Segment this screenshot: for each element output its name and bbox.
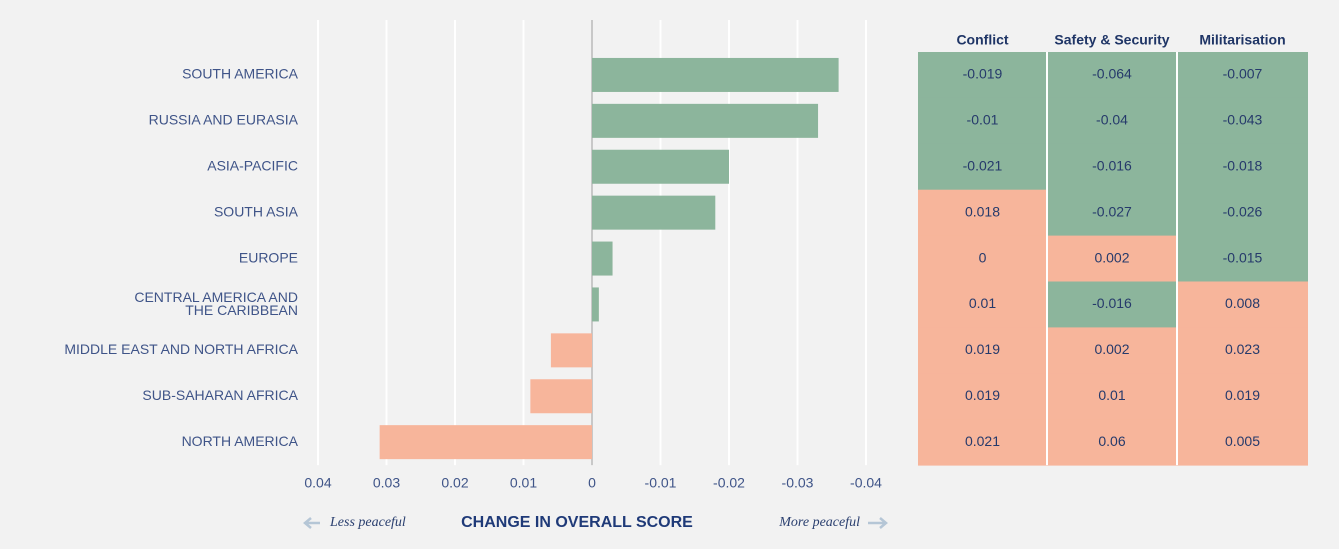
category-label: EUROPE <box>239 249 298 265</box>
cell-value: 0.018 <box>965 203 1000 219</box>
table-cell <box>1177 327 1308 374</box>
table-cell <box>918 327 1047 374</box>
cell-value: 0.019 <box>1225 387 1260 403</box>
column-header: Militarisation <box>1199 32 1285 48</box>
table-cell <box>1177 52 1308 99</box>
right-arrow <box>868 517 888 529</box>
x-tick-label: -0.04 <box>850 475 882 491</box>
table-cell <box>918 373 1047 420</box>
x-tick-label: -0.03 <box>782 475 814 491</box>
cell-value: -0.027 <box>1092 203 1132 219</box>
cell-value: -0.04 <box>1096 112 1128 128</box>
cell-value: 0.01 <box>1098 387 1125 403</box>
bar <box>592 149 729 184</box>
table-cell <box>1177 189 1308 237</box>
bar <box>592 287 599 322</box>
cell-value: 0.008 <box>1225 295 1260 311</box>
table-cell <box>1047 373 1177 420</box>
cell-value: 0.021 <box>965 433 1000 449</box>
table-cell <box>918 189 1047 237</box>
column-header: Conflict <box>956 32 1008 48</box>
table-cell <box>1047 327 1177 374</box>
bar <box>530 379 592 414</box>
table-cell <box>1047 143 1177 191</box>
table-cell <box>1047 97 1177 145</box>
table-cell <box>1177 97 1308 145</box>
table-cell <box>1177 143 1308 191</box>
bar <box>550 333 592 368</box>
table-cell <box>1177 373 1308 420</box>
category-label: ASIA-PACIFIC <box>207 157 298 173</box>
bar <box>592 103 819 138</box>
table-cell <box>918 52 1047 99</box>
annotation: Less peaceful <box>329 515 406 530</box>
cell-value: -0.043 <box>1223 112 1263 128</box>
cell-value: -0.016 <box>1092 295 1132 311</box>
cell-value: 0.01 <box>969 295 996 311</box>
table-cell <box>1047 281 1177 328</box>
cell-value: 0.019 <box>965 387 1000 403</box>
left-arrow <box>303 517 320 529</box>
category-label: SUB-SAHARAN AFRICA <box>142 387 298 403</box>
cell-value: -0.016 <box>1092 157 1132 173</box>
bar <box>379 425 592 460</box>
table-cell <box>1047 52 1177 99</box>
cell-value: 0.002 <box>1094 249 1129 265</box>
table-cell <box>1177 419 1308 466</box>
x-tick-label: -0.02 <box>713 475 745 491</box>
table-cell <box>1177 281 1308 328</box>
cell-value: 0.023 <box>1225 341 1260 357</box>
cell-value: -0.018 <box>1223 157 1263 173</box>
cell-value: -0.01 <box>967 112 999 128</box>
cell-value: 0.005 <box>1225 433 1260 449</box>
table-cell <box>1177 235 1308 282</box>
bar <box>592 241 613 276</box>
bar <box>592 195 716 230</box>
category-label: MIDDLE EAST AND NORTH AFRICA <box>64 341 298 357</box>
cell-value: -0.064 <box>1092 66 1132 82</box>
table-cell <box>1047 189 1177 237</box>
x-tick-label: 0.02 <box>441 475 468 491</box>
cell-value: 0.019 <box>965 341 1000 357</box>
cell-value: -0.026 <box>1223 203 1263 219</box>
category-label-line: CENTRAL AMERICA AND <box>134 289 298 305</box>
cell-value: -0.021 <box>963 157 1003 173</box>
table-cell <box>918 97 1047 145</box>
table-cell <box>1047 235 1177 282</box>
x-axis-label: CHANGE IN OVERALL SCORE <box>461 514 693 531</box>
cell-value: 0.002 <box>1094 341 1129 357</box>
cell-value: -0.019 <box>963 66 1003 82</box>
table-cell <box>1047 419 1177 466</box>
annotation: More peaceful <box>778 515 860 530</box>
column-header: Safety & Security <box>1054 32 1169 48</box>
cell-value: 0 <box>979 249 987 265</box>
category-label: NORTH AMERICA <box>182 433 299 449</box>
x-tick-label: -0.01 <box>645 475 677 491</box>
table-cell <box>918 281 1047 328</box>
x-tick-label: 0.03 <box>373 475 400 491</box>
table-cell <box>918 143 1047 191</box>
x-tick-label: 0.01 <box>510 475 537 491</box>
category-label-line: THE CARIBBEAN <box>185 302 298 318</box>
table-cell <box>918 419 1047 466</box>
category-label: RUSSIA AND EURASIA <box>149 112 299 128</box>
x-tick-label: 0 <box>588 475 596 491</box>
cell-value: -0.015 <box>1223 249 1263 265</box>
category-label: SOUTH ASIA <box>214 203 299 219</box>
x-tick-label: 0.04 <box>304 475 331 491</box>
category-label: SOUTH AMERICA <box>182 66 299 82</box>
table-cell <box>918 235 1047 282</box>
bar <box>592 57 839 92</box>
category-label: CENTRAL AMERICA AND THE CARIBBEAN <box>134 289 298 318</box>
cell-value: 0.06 <box>1098 433 1125 449</box>
cell-value: -0.007 <box>1223 66 1263 82</box>
